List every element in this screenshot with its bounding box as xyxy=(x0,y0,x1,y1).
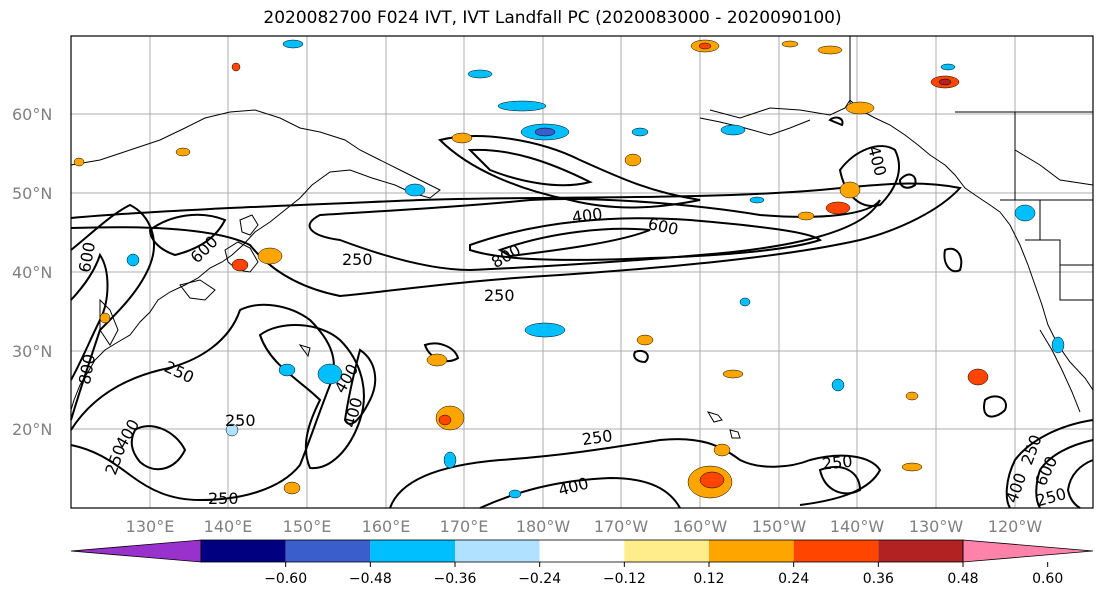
lon-label: 140°E xyxy=(204,517,253,536)
lon-label: 130°E xyxy=(126,517,175,536)
lon-label: 170°E xyxy=(440,517,489,536)
colorbar-tick-label: 0.60 xyxy=(1032,571,1063,587)
colorbar: −0.60 −0.48 −0.36 −0.24 −0.12 0.12 0.24 0.36 0.4… xyxy=(70,539,1094,587)
colorbar-extend-high xyxy=(962,539,1094,563)
colorbar-swatch xyxy=(793,540,879,562)
lon-label: 150°W xyxy=(752,517,807,536)
colorbar-tick-label: −0.48 xyxy=(349,571,392,587)
lat-label: 60°N xyxy=(12,105,52,124)
map-title: 2020082700 F024 IVT, IVT Landfall PC (20… xyxy=(263,8,842,28)
lon-label: 140°W xyxy=(830,517,885,536)
lon-label: 180°W xyxy=(516,517,571,536)
map-frame xyxy=(70,35,1094,509)
colorbar-swatch xyxy=(370,540,455,562)
colorbar-swatch xyxy=(455,540,540,562)
colorbar-tick-label: 0.36 xyxy=(863,571,894,587)
colorbar-outline xyxy=(200,539,964,563)
colorbar-swatch xyxy=(878,540,963,562)
colorbar-swatch xyxy=(624,540,709,562)
lat-label: 20°N xyxy=(12,420,52,439)
lon-label: 130°W xyxy=(909,517,964,536)
colorbar-tick-label: 0.24 xyxy=(778,571,809,587)
lat-label: 50°N xyxy=(12,184,52,203)
contour-label: 250 xyxy=(225,411,256,430)
colorbar-swatch xyxy=(285,540,371,562)
colorbar-swatch xyxy=(201,540,286,562)
longitude-labels: 130°E 140°E 150°E 160°E 170°E 180°W 170°… xyxy=(126,517,1043,536)
colorbar-tick-label: −0.12 xyxy=(603,571,646,587)
colorbar-tick-label: 0.48 xyxy=(947,571,978,587)
positive-pc-shading xyxy=(73,39,989,499)
gridlines xyxy=(71,36,1093,508)
colorbar-swatch xyxy=(539,540,625,562)
colorbar-tick-label: 0.12 xyxy=(693,571,724,587)
lon-label: 160°W xyxy=(673,517,728,536)
contour-label: 250 xyxy=(484,286,515,305)
contour-label: 250 xyxy=(821,452,853,474)
contour-label: 250 xyxy=(208,489,239,508)
contour-label: 250 xyxy=(581,426,614,449)
colorbar-swatch xyxy=(709,540,794,562)
colorbar-extend-low xyxy=(70,539,202,563)
colorbar-tick-label: −0.24 xyxy=(518,571,561,587)
colorbar-tick-label: −0.36 xyxy=(434,571,477,587)
lon-label: 170°W xyxy=(594,517,649,536)
contour-label: 400 xyxy=(571,204,604,227)
negative-pc-shading xyxy=(126,39,1065,499)
lon-label: 160°E xyxy=(362,517,411,536)
lon-label: 150°E xyxy=(283,517,332,536)
latitude-labels: 60°N 50°N 40°N 30°N 20°N xyxy=(12,105,52,439)
lat-label: 30°N xyxy=(12,342,52,361)
colorbar-tick-label: −0.60 xyxy=(264,571,307,587)
lat-label: 40°N xyxy=(12,263,52,282)
borders xyxy=(849,36,1094,301)
contour-label: 250 xyxy=(342,250,373,269)
coastlines xyxy=(70,99,1094,439)
lon-label: 120°W xyxy=(988,517,1043,536)
